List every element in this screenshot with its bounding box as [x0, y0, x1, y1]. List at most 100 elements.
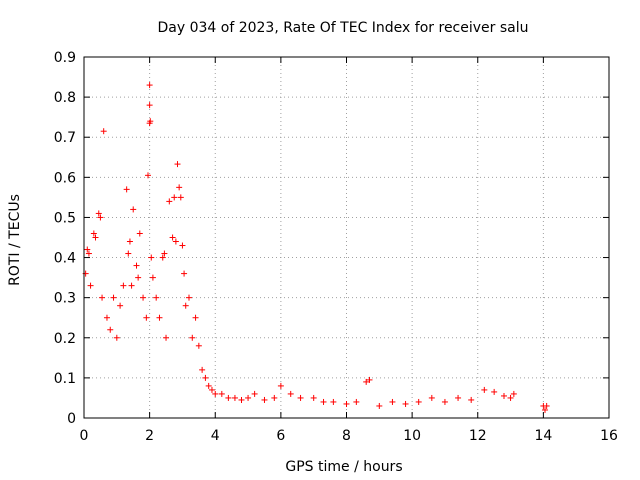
data-point: [169, 234, 176, 241]
data-point: [156, 314, 163, 321]
data-point: [205, 382, 212, 389]
data-point: [125, 250, 132, 257]
data-point: [543, 402, 550, 409]
data-point: [144, 172, 151, 179]
data-point: [353, 398, 360, 405]
data-point: [491, 388, 498, 395]
data-point: [218, 390, 225, 397]
y-tick-label: 0.8: [54, 90, 76, 106]
x-tick-label: 4: [211, 428, 220, 444]
data-point: [147, 118, 154, 125]
data-point: [103, 314, 110, 321]
data-point: [261, 396, 268, 403]
data-point: [117, 302, 124, 309]
data-point: [99, 294, 106, 301]
y-tick-label: 0.4: [54, 251, 76, 267]
data-point: [148, 254, 155, 261]
y-tick-label: 0.7: [54, 130, 76, 146]
data-point: [481, 386, 488, 393]
data-point: [92, 234, 99, 241]
y-tick-label: 0.5: [54, 210, 76, 226]
data-point: [366, 376, 373, 383]
data-point: [330, 398, 337, 405]
data-point: [110, 294, 117, 301]
x-tick-label: 6: [276, 428, 285, 444]
data-point: [251, 390, 258, 397]
data-point: [171, 194, 178, 201]
data-point: [189, 334, 196, 341]
data-point: [177, 194, 184, 201]
y-tick-label: 0.1: [54, 371, 76, 387]
data-point: [84, 246, 91, 253]
axis-ticks: 0 2 4 6 8 10 12 14 16 0 0.1 0.2 0.3 0.4 0.5 0.6 0.7 0.8 0.…: [54, 50, 618, 444]
data-point: [143, 314, 150, 321]
data-point: [146, 82, 153, 89]
data-point: [245, 394, 252, 401]
data-point: [126, 238, 133, 245]
data-point: [428, 394, 435, 401]
data-point: [130, 206, 137, 213]
data-point: [402, 400, 409, 407]
data-point: [133, 262, 140, 269]
y-axis-label: ROTI / TECUs: [7, 194, 23, 286]
x-tick-label: 14: [534, 428, 552, 444]
data-point: [192, 314, 199, 321]
data-point: [85, 250, 92, 257]
y-tick-label: 0: [67, 411, 76, 427]
data-point: [136, 230, 143, 237]
data-point: [231, 394, 238, 401]
data-point: [271, 394, 278, 401]
data-point: [166, 198, 173, 205]
data-point: [441, 398, 448, 405]
data-point: [310, 394, 317, 401]
data-point: [297, 394, 304, 401]
data-point: [120, 282, 127, 289]
x-tick-label: 8: [342, 428, 351, 444]
data-point: [182, 302, 189, 309]
data-point: [172, 238, 179, 245]
chart-title: Day 034 of 2023, Rate Of TEC Index for r…: [157, 20, 528, 36]
data-point: [507, 394, 514, 401]
data-point: [277, 382, 284, 389]
data-point: [161, 250, 168, 257]
data-point: [123, 186, 130, 193]
data-point: [186, 294, 192, 301]
data-point: [179, 242, 186, 249]
data-point: [90, 230, 97, 237]
x-tick-label: 10: [403, 428, 421, 444]
data-point: [202, 374, 209, 381]
data-point: [153, 294, 160, 301]
data-point: [159, 254, 166, 261]
data-point: [195, 342, 202, 349]
data-point: [501, 392, 507, 399]
data-point: [100, 128, 107, 135]
data-point: [238, 396, 245, 403]
data-point: [163, 334, 170, 341]
data-point: [128, 282, 135, 289]
data-point: [343, 400, 350, 407]
data-point: [212, 390, 219, 397]
data-point: [199, 366, 206, 373]
data-point: [146, 102, 153, 109]
data-point: [87, 282, 94, 289]
x-tick-label: 2: [145, 428, 154, 444]
grid-layer: [84, 57, 609, 418]
data-point: [415, 398, 422, 405]
x-tick-label: 12: [469, 428, 487, 444]
data-point: [181, 270, 188, 277]
data-point: [287, 390, 294, 397]
data-point: [455, 394, 462, 401]
y-tick-label: 0.9: [54, 50, 76, 66]
data-point: [174, 161, 181, 168]
x-tick-label: 0: [80, 428, 89, 444]
x-axis-label: GPS time / hours: [285, 459, 402, 475]
data-point: [135, 274, 142, 281]
data-point: [140, 294, 147, 301]
y-tick-label: 0.6: [54, 170, 76, 186]
data-points: [82, 82, 550, 413]
data-point: [176, 184, 183, 191]
data-point: [468, 396, 475, 403]
data-point: [149, 274, 156, 281]
data-point: [510, 390, 517, 397]
